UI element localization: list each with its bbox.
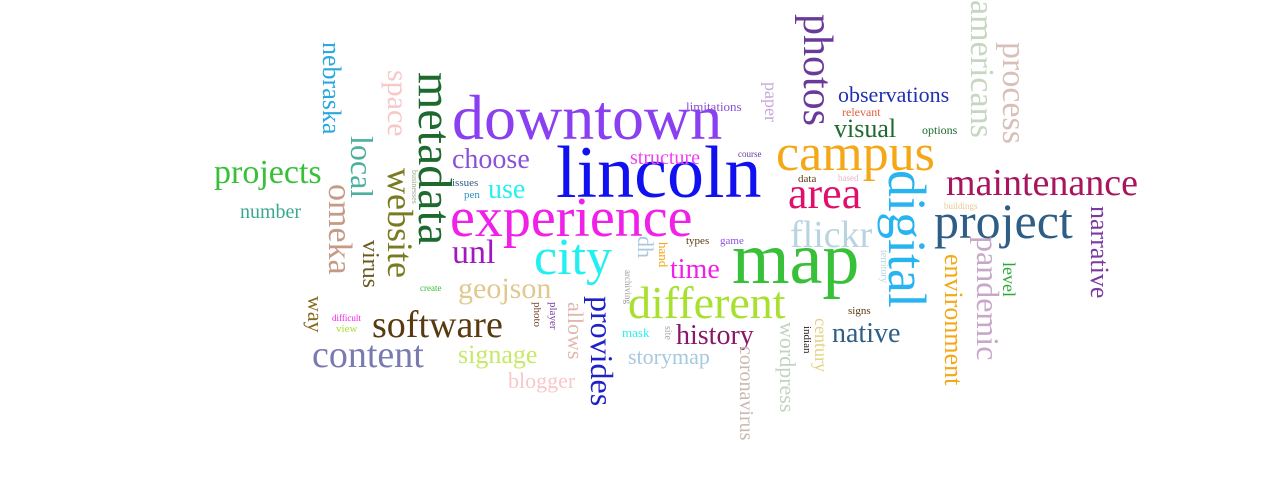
word-space: space [381,70,414,137]
word-player: player [547,302,559,330]
word-create: create [420,283,442,293]
word-projects: projects [214,154,322,191]
word-lincoln: lincoln [556,132,762,214]
word-campus: campus [776,125,935,182]
word-level: level [999,262,1019,297]
word-difficult: difficult [332,313,361,323]
word-time: time [670,254,720,285]
word-view: view [336,323,358,335]
word-territory: territory [878,250,889,283]
word-century: century [811,318,831,372]
word-mask: mask [622,325,650,340]
word-pandemic: pandemic [970,236,1006,361]
word-archiving: archiving [623,270,633,304]
word-businesses: businesses [410,170,419,204]
word-unl: unl [452,234,496,271]
word-environment: environment [939,254,968,386]
word-americans: americans [963,0,1000,138]
word-number: number [240,201,302,223]
word-types: types [686,235,710,247]
word-choose: choose [452,144,530,175]
word-process: process [995,42,1032,144]
word-virus: virus [357,240,383,288]
word-signs: signs [848,305,871,317]
word-downtown: downtown [452,82,723,153]
word-native: native [832,318,901,349]
word-options: options [922,123,958,137]
word-blogger: blogger [508,368,576,393]
word-course: course [738,149,762,159]
word-coronavirus: coronavirus [735,346,757,441]
word-photos: photos [794,14,840,127]
word-signage: signage [458,340,538,369]
word-experience: experience [450,187,693,249]
word-narrative: narrative [1085,206,1114,299]
word-pen: pen [464,189,480,201]
word-buildings: buildings [944,201,978,211]
word-hand: hand [656,242,671,268]
word-software: software [372,304,503,346]
word-relevant: relevant [842,105,881,119]
word-local: local [344,136,380,199]
word-dh: dh [633,236,658,258]
word-way: way [303,296,328,333]
word-observations: observations [838,82,950,107]
word-visual: visual [834,114,897,143]
word-different: different [628,277,786,328]
word-site: site [662,326,673,340]
word-structure: structure [630,147,700,169]
word-indian: indian [801,326,813,354]
word-content: content [312,334,424,376]
word-photo: photo [531,302,543,328]
word-data: data [798,173,817,185]
word-city: city [534,229,612,286]
word-flickr: flickr [790,214,873,256]
word-based: based [838,173,859,183]
word-area: area [788,169,862,218]
word-storymap: storymap [628,344,710,369]
word-digital: digital [877,170,937,308]
word-allows: allows [563,302,588,360]
word-limitations: limitations [686,99,742,114]
word-maintenance: maintenance [946,162,1139,204]
word-issues: issues [452,177,479,189]
word-history: history [676,320,754,351]
word-game: game [720,235,744,247]
word-wordpress: wordpress [775,322,800,413]
word-geojson: geojson [458,272,552,305]
word-provides: provides [584,296,620,407]
word-use: use [488,174,526,205]
word-map: map [732,218,860,300]
word-project: project [934,193,1073,249]
word-paper: paper [761,82,781,122]
word-nebraska: nebraska [317,42,346,135]
